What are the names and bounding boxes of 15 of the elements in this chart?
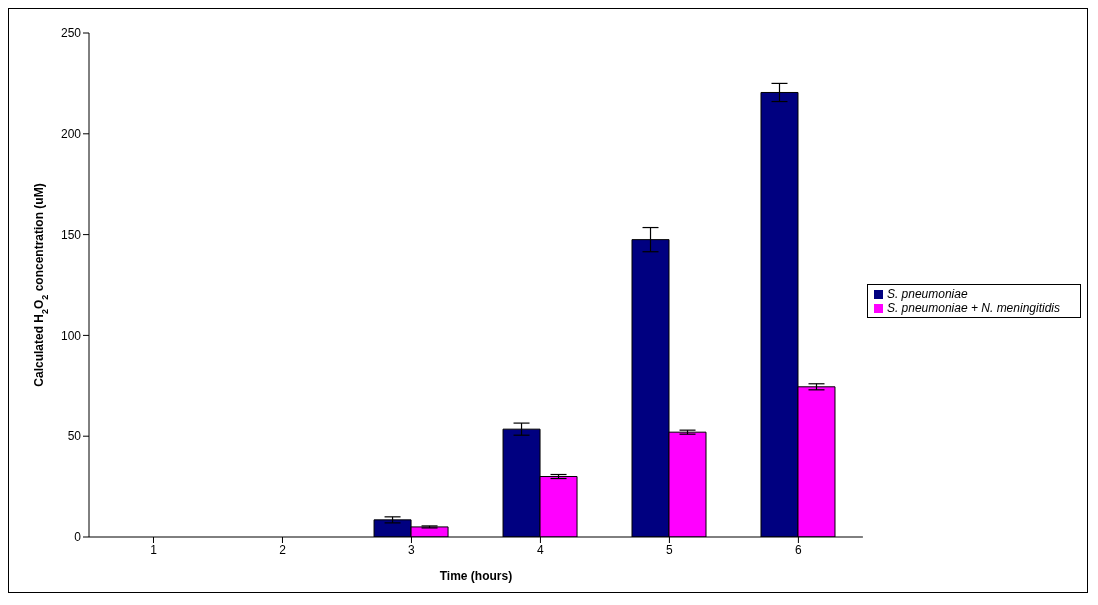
x-axis-title: Time (hours)	[439, 569, 513, 583]
legend-label: S. pneumoniae + N. meningitidis	[886, 300, 1060, 315]
y-tick-label: 50	[67, 429, 82, 444]
y-tick-label: 200	[60, 127, 82, 142]
y-tick-label: 150	[60, 227, 82, 242]
x-tick-label: 2	[279, 542, 287, 557]
y-tick-label: 0	[74, 530, 82, 545]
x-tick-label: 1	[150, 542, 158, 557]
x-tick-label: 5	[666, 542, 674, 557]
x-tick-label: 6	[795, 542, 803, 557]
y-tick-label: 250	[60, 26, 82, 41]
legend-label: S. pneumoniae	[886, 286, 968, 301]
y-tick-label: 100	[60, 328, 82, 343]
x-tick-label: 3	[408, 542, 416, 557]
x-tick-label: 4	[537, 542, 545, 557]
